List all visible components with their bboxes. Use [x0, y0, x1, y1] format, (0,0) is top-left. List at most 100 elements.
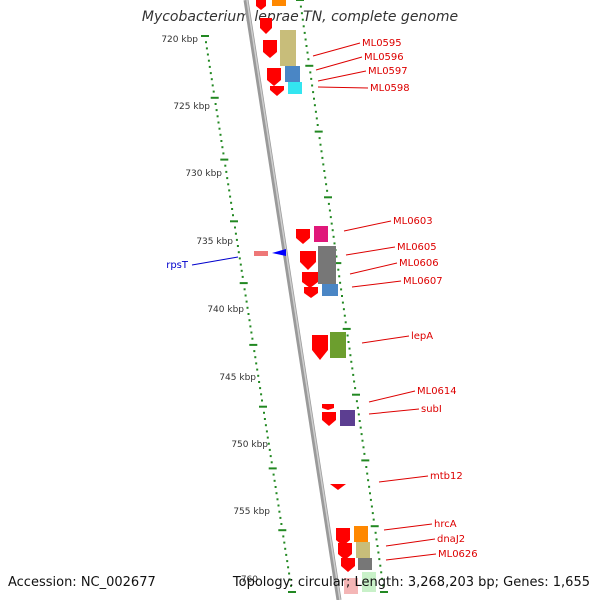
ruler-minor-tick: [218, 127, 221, 130]
ruler-minor-tick: [340, 288, 343, 291]
gene-label-ml0606: ML0606: [399, 258, 439, 269]
cds-feature: [354, 526, 368, 542]
ruler-minor-tick: [274, 486, 277, 488]
ruler-minor-tick: [249, 325, 252, 328]
ruler-minor-tick: [247, 313, 250, 315]
ruler-major-tick: [210, 96, 219, 99]
ruler-minor-tick: [300, 12, 303, 15]
ruler-minor-tick: [348, 347, 351, 350]
ruler-minor-tick: [289, 578, 292, 581]
ruler-minor-tick: [327, 202, 330, 205]
cds-arrow: [270, 86, 284, 96]
cds-arrow: [322, 412, 336, 426]
ruler-minor-tick: [304, 38, 307, 41]
ruler-minor-tick: [306, 51, 309, 54]
ruler-minor-tick: [212, 90, 215, 93]
ruler-minor-tick: [267, 442, 270, 445]
ruler-minor-tick: [287, 566, 290, 569]
cds-feature: [280, 30, 296, 66]
cds-arrow-reverse: [272, 249, 286, 256]
ruler-minor-tick: [268, 448, 271, 451]
gene-label-ml0603: ML0603: [393, 216, 433, 227]
ruler-minor-tick: [369, 498, 372, 501]
ruler-minor-tick: [276, 498, 279, 501]
gene-label-ml0626: ML0626: [438, 549, 478, 560]
ruler-major-tick: [314, 130, 323, 133]
ruler-minor-tick: [245, 300, 248, 303]
ruler-minor-tick: [220, 140, 223, 142]
gene-label-ml0614: ML0614: [417, 386, 457, 397]
ruler-minor-tick: [310, 77, 313, 80]
cds-feature: [314, 226, 328, 242]
ruler-minor-tick: [211, 84, 214, 87]
ruler-major-tick: [352, 393, 360, 396]
ruler-minor-tick: [240, 269, 243, 272]
cds-feature: [285, 66, 300, 82]
ruler-minor-tick: [341, 301, 344, 304]
ruler-minor-tick: [254, 356, 257, 359]
ruler-minor-tick: [219, 133, 222, 136]
ruler-minor-tick: [241, 275, 244, 278]
ruler-minor-tick: [231, 208, 234, 210]
ruler-minor-tick: [321, 156, 324, 159]
cds-arrow: [296, 229, 310, 244]
ruler-minor-tick: [355, 400, 358, 403]
cds-feature: [318, 246, 336, 284]
cds-arrow: [302, 272, 318, 288]
ruler-minor-tick: [361, 439, 364, 442]
ruler-minor-tick: [314, 110, 317, 113]
ruler-minor-tick: [209, 72, 212, 75]
cds-arrow: [267, 68, 281, 86]
gene-label-lepa: lepA: [411, 331, 433, 342]
ruler-label-735: 735 kbp: [196, 237, 233, 247]
ruler-minor-tick: [353, 380, 356, 383]
ruler-minor-tick: [207, 59, 210, 62]
cds-arrow: [336, 528, 350, 546]
ruler-minor-tick: [257, 374, 260, 377]
accession-text: Accession: NC_002677: [8, 575, 156, 590]
ruler-minor-tick: [285, 553, 288, 556]
cds-arrow: [260, 18, 272, 34]
ruler-minor-tick: [227, 183, 230, 186]
ruler-minor-tick: [258, 381, 261, 383]
ruler-minor-tick: [333, 242, 336, 245]
ruler-minor-tick: [248, 319, 251, 322]
ruler-minor-tick: [380, 571, 383, 574]
ruler-minor-tick: [339, 281, 342, 284]
ruler-minor-tick: [354, 387, 357, 390]
ruler-minor-tick: [265, 430, 268, 433]
ruler-major-tick: [268, 467, 277, 470]
ruler-major-tick: [370, 525, 379, 528]
ruler-minor-tick: [376, 545, 379, 547]
cds-arrow: [300, 251, 316, 270]
ruler-minor-tick: [225, 170, 228, 173]
cds-feature: [356, 542, 370, 558]
ruler-label-755: 755 kbp: [233, 507, 270, 517]
ruler-inner-track: [201, 35, 296, 593]
ruler-minor-tick: [246, 306, 249, 309]
ruler-minor-tick: [329, 216, 332, 219]
ruler-label-725: 725 kbp: [173, 102, 210, 112]
ruler-minor-tick: [214, 103, 217, 105]
ruler-minor-tick: [273, 479, 276, 482]
ruler-minor-tick: [344, 321, 347, 324]
ruler-major-tick: [259, 405, 267, 408]
genome-summary-text: Topology: circular; Length: 3,268,203 bp…: [232, 575, 590, 590]
ruler-minor-tick: [312, 91, 315, 94]
ruler-minor-tick: [371, 512, 374, 515]
ruler-minor-tick: [381, 577, 384, 580]
gene-label-ml0607: ML0607: [403, 276, 443, 287]
cds-arrow: [330, 484, 346, 490]
ruler-major-tick: [220, 158, 229, 161]
ruler-minor-tick: [277, 504, 280, 507]
ruler-minor-tick: [286, 560, 289, 563]
ruler-minor-tick: [279, 516, 282, 519]
ruler-minor-tick: [243, 288, 246, 291]
cds-arrow: [322, 404, 334, 410]
ruler-minor-tick: [335, 255, 338, 258]
ruler-minor-tick: [232, 214, 234, 217]
ruler-minor-tick: [299, 5, 302, 8]
ruler-minor-tick: [363, 452, 366, 455]
cds-arrow: [304, 287, 318, 298]
ruler-minor-tick: [362, 446, 365, 449]
